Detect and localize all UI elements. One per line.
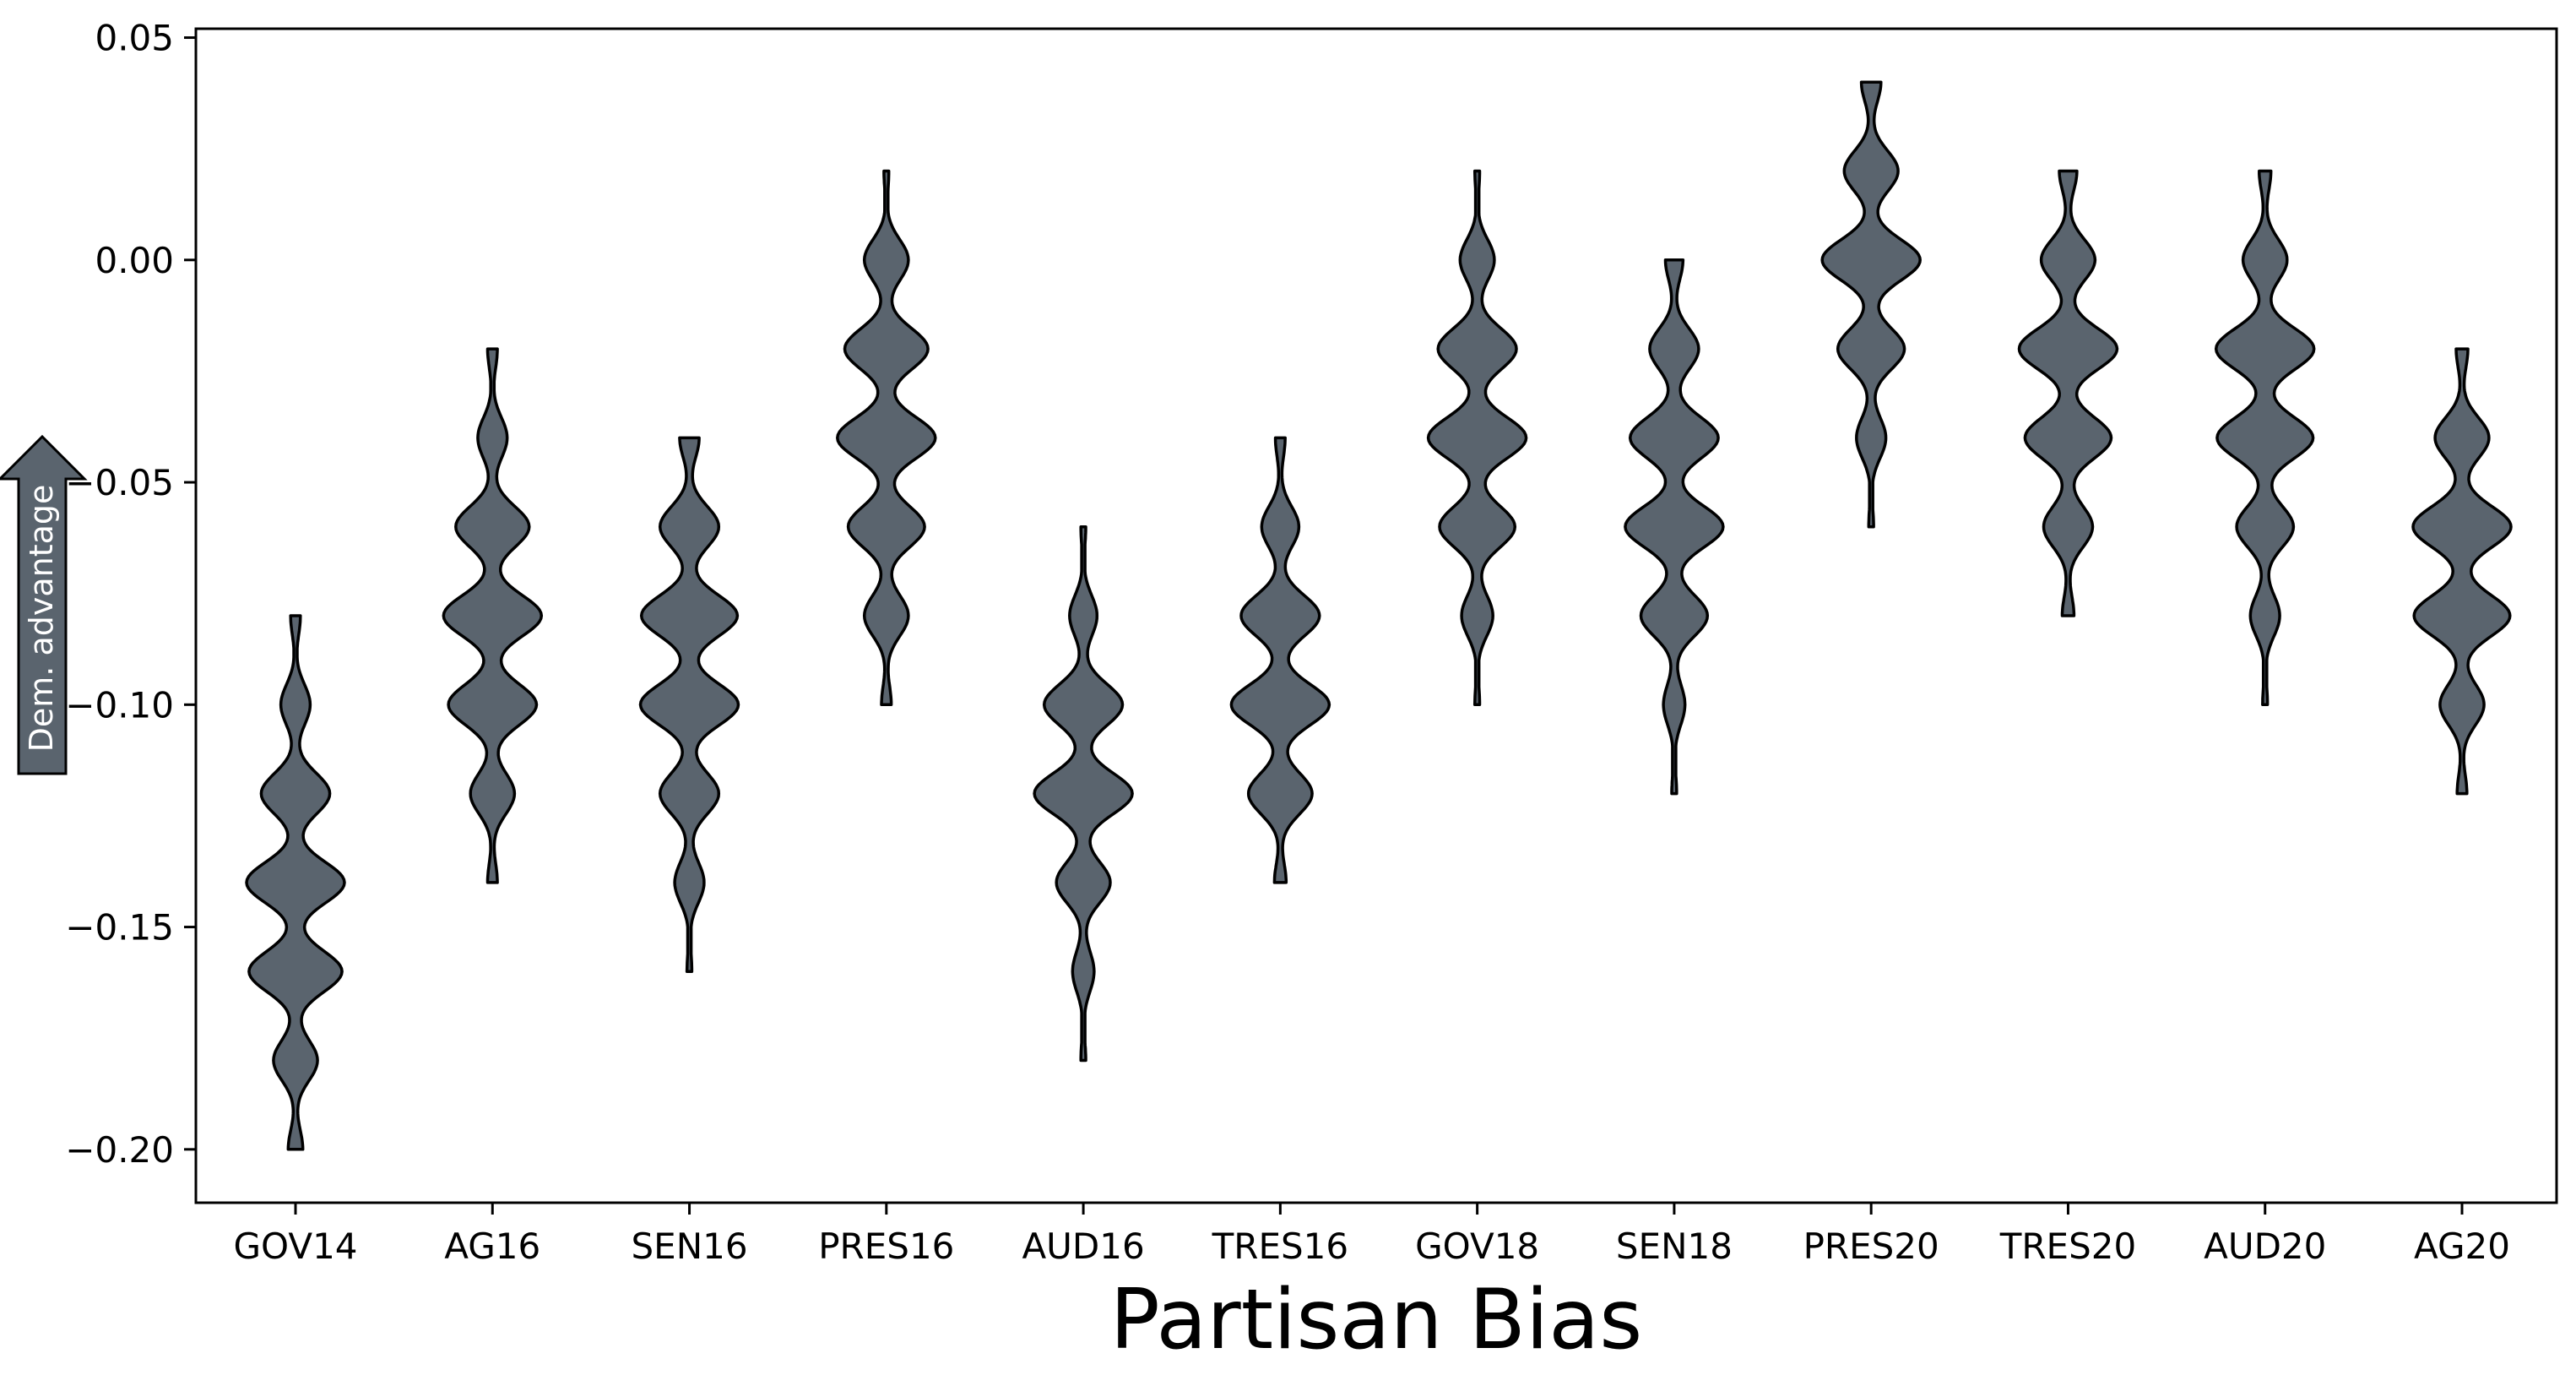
violin-gov14: [245, 614, 346, 1151]
y-axis: 0.05 0.00 −0.05 −0.10 −0.15 −0.20: [65, 18, 196, 1171]
violin-aud20: [2214, 169, 2316, 707]
y-tick-label: −0.15: [65, 907, 174, 948]
violin-sen16: [638, 436, 740, 973]
violin-aud16: [1033, 525, 1134, 1063]
violin-ag16: [442, 347, 544, 884]
x-tick-label: TRES16: [1212, 1226, 1348, 1267]
x-tick-label: PRES16: [818, 1226, 954, 1267]
arrow-shape: [0, 434, 88, 775]
violin-tres20: [2017, 169, 2119, 617]
x-tick-label: SEN16: [632, 1226, 748, 1267]
x-axis: GOV14 AG16 SEN16 PRES16 AUD16 TRES16 GOV18 SEN1…: [233, 1203, 2510, 1267]
x-tick-label: AUD16: [1022, 1226, 1144, 1267]
x-tick-label: GOV14: [233, 1226, 357, 1267]
violin-ag20: [2411, 347, 2513, 796]
x-tick-label: TRES20: [1999, 1226, 2136, 1267]
violin-pres16: [836, 169, 937, 707]
x-tick-label: AG20: [2414, 1226, 2510, 1267]
plot-frame: [194, 27, 2558, 1204]
violin-tres16: [1229, 436, 1331, 884]
x-tick-label: AG16: [444, 1226, 540, 1267]
x-tick-label: AUD20: [2204, 1226, 2326, 1267]
y-tick-label: 0.00: [95, 240, 174, 281]
dem-advantage-arrow: Dem. advantage: [0, 434, 88, 775]
y-tick-label: −0.10: [65, 684, 174, 726]
x-axis-label: Partisan Bias: [1110, 1272, 1643, 1368]
x-tick-label: GOV18: [1415, 1226, 1539, 1267]
y-tick-label: −0.05: [65, 462, 174, 503]
x-tick-label: PRES20: [1803, 1226, 1939, 1267]
y-tick-label: 0.05: [95, 18, 174, 59]
violin-group: [245, 80, 2513, 1151]
x-tick-label: SEN18: [1616, 1226, 1733, 1267]
arrow-label: Dem. advantage: [23, 485, 60, 753]
y-tick-label: −0.20: [65, 1129, 174, 1171]
violin-sen18: [1624, 258, 1725, 796]
violin-pres20: [1820, 80, 1922, 529]
violin-gov18: [1426, 169, 1528, 707]
